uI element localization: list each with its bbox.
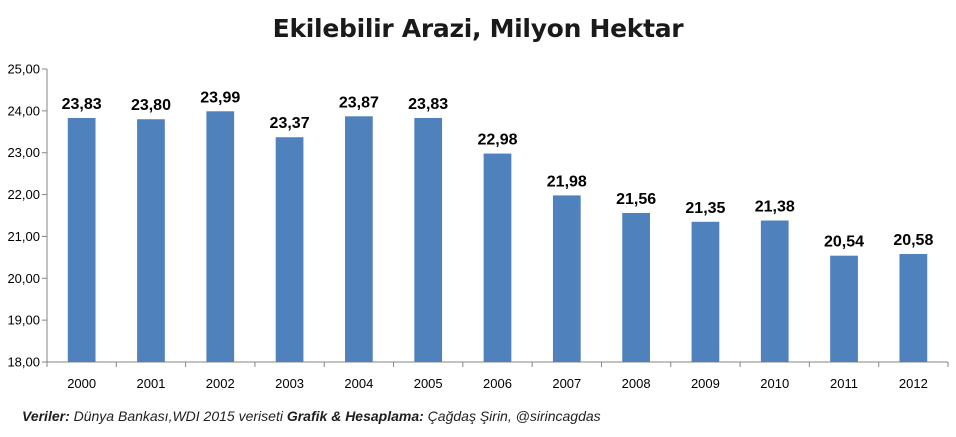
bar	[137, 119, 165, 362]
bar	[345, 116, 373, 362]
y-axis-ticks: 18,00 19,00 20,00 21,00 22,00 23,00 24,00 25,00	[7, 62, 47, 370]
y-tick-label: 22,00	[7, 187, 40, 202]
data-label: 23,87	[339, 94, 379, 111]
x-tick-label: 2000	[67, 376, 96, 391]
data-label: 20,54	[824, 234, 864, 251]
x-tick-label: 2009	[691, 376, 720, 391]
y-tick-label: 21,00	[7, 229, 40, 244]
data-label: 21,56	[616, 191, 656, 208]
data-labels: 23,83 23,80 23,99 23,37 23,87 23,83 22,98 21,98…	[62, 89, 934, 250]
y-tick-label: 20,00	[7, 271, 40, 286]
x-tick-label: 2010	[760, 376, 789, 391]
x-tick-label: 2008	[622, 376, 651, 391]
bar	[691, 221, 720, 362]
y-tick-label: 19,00	[7, 313, 40, 328]
bar	[830, 255, 858, 362]
bar	[67, 117, 96, 362]
data-label: 23,80	[131, 97, 171, 114]
x-tick-label: 2012	[899, 376, 928, 391]
data-label: 23,83	[408, 96, 448, 113]
bar	[414, 117, 443, 362]
x-tick-label: 2001	[137, 376, 166, 391]
chart-title: Ekilebilir Arazi, Milyon Hektar	[272, 14, 684, 43]
y-tick-label: 24,00	[7, 103, 40, 118]
x-tick-label: 2004	[344, 376, 373, 391]
data-label: 23,83	[62, 96, 102, 113]
x-tick-label: 2005	[414, 376, 443, 391]
x-tick-label: 2002	[206, 376, 235, 391]
source-label: Veriler:	[22, 408, 70, 424]
data-label: 20,58	[893, 232, 933, 249]
y-tick-label: 18,00	[7, 355, 40, 370]
bar-series	[67, 111, 928, 362]
data-label: 21,35	[685, 200, 725, 217]
x-tick-label: 2003	[275, 376, 304, 391]
x-tick-label: 2011	[830, 376, 858, 391]
data-label: 21,38	[755, 199, 795, 216]
data-label: 23,37	[270, 115, 310, 132]
bar	[622, 212, 650, 362]
bar	[552, 195, 581, 362]
source-footer: Veriler: Dünya Bankası,WDI 2015 veriseti…	[22, 408, 601, 424]
source-text: Dünya Bankası,WDI 2015 veriseti	[69, 408, 287, 424]
data-label: 23,99	[200, 89, 240, 106]
x-tick-label: 2007	[552, 376, 581, 391]
x-tick-label: 2006	[483, 376, 512, 391]
data-label: 22,98	[477, 132, 517, 149]
x-axis-ticks: 2000 2001 2002 2003 2004 2005 2006 2007 2008 2009…	[46, 362, 949, 391]
y-tick-label: 25,00	[7, 62, 40, 77]
author-text: Çağdaş Şirin, @sirincagdas	[423, 408, 601, 424]
bar	[275, 137, 304, 362]
data-label: 21,98	[547, 173, 587, 190]
bar	[760, 220, 789, 362]
bar	[483, 153, 512, 362]
bar	[899, 254, 928, 362]
y-tick-label: 23,00	[7, 145, 40, 160]
author-label: Grafik & Hesaplama:	[286, 408, 424, 424]
bar	[206, 111, 235, 362]
